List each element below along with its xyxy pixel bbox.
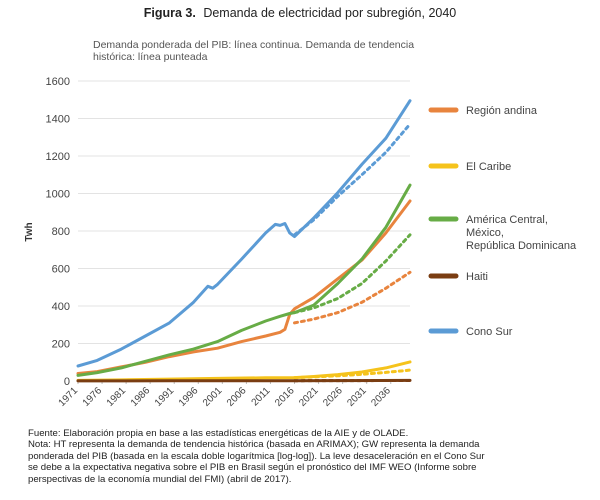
- y-tick-label: 1200: [46, 151, 70, 163]
- y-tick-label: 200: [52, 339, 70, 351]
- legend-label-line: Haiti: [466, 271, 488, 283]
- y-tick-label: 1000: [46, 189, 70, 201]
- x-tick-label: 1976: [81, 385, 105, 409]
- series-lines: [76, 99, 412, 383]
- x-tick-label: 2001: [201, 385, 225, 409]
- footnote-line: se debe a la expectativa negativa sobre …: [28, 462, 477, 474]
- footnote-source: Fuente: Elaboración propia en base a las…: [28, 428, 409, 439]
- x-tick-label: 2031: [345, 385, 369, 409]
- y-tick-label: 0: [64, 376, 70, 388]
- chart-subtitle-line-2: histórica: línea punteada: [93, 51, 208, 63]
- y-tick-label: 800: [52, 226, 70, 238]
- x-tick-label: 1971: [57, 385, 81, 409]
- chart-title-text: Demanda de electricidad por subregión, 2…: [203, 6, 456, 20]
- legend-label-line: México,: [466, 227, 504, 239]
- legend-label: Cono Sur: [466, 326, 513, 338]
- x-tick-label: 1991: [153, 385, 177, 409]
- series-line: [76, 183, 412, 377]
- legend-label-line: Región andina: [466, 105, 538, 117]
- series-line: [76, 99, 412, 368]
- y-tick-label: 1600: [46, 76, 70, 88]
- x-tick-label: 2026: [321, 385, 345, 409]
- gridlines: [77, 80, 410, 384]
- y-tick-label: 400: [52, 301, 70, 313]
- chart-subtitle-line-1: Demanda ponderada del PIB: línea continu…: [93, 39, 414, 51]
- legend-label: América Central, México, República Dominic…: [466, 214, 577, 252]
- footnote-line: Nota: HT representa la demanda de tenden…: [28, 439, 480, 451]
- series-line: [76, 199, 412, 375]
- legend: Región andina El Caribe América Central, Mé…: [428, 105, 577, 338]
- x-tick-label: 2006: [225, 385, 249, 409]
- x-tick-label: 2011: [250, 385, 273, 408]
- legend-label-line: Cono Sur: [466, 326, 513, 338]
- legend-label-line: El Caribe: [466, 161, 511, 173]
- y-axis-label: Twh: [24, 222, 35, 241]
- series-trend-line: [293, 270, 412, 325]
- legend-label-line: América Central,: [466, 214, 548, 226]
- x-tick-label: 2036: [369, 385, 393, 409]
- y-tick-label: 1400: [46, 114, 70, 126]
- x-tick-label: 1981: [105, 385, 129, 409]
- legend-label: Haiti: [466, 271, 488, 283]
- y-tick-label: 600: [52, 264, 70, 276]
- y-tick-labels: 0 200 400 600 800 1000 1200 1400 1600: [46, 76, 70, 388]
- legend-label: Región andina: [466, 105, 538, 117]
- x-tick-label: 1986: [129, 385, 153, 409]
- x-tick-label: 2016: [273, 385, 297, 409]
- legend-label: El Caribe: [466, 161, 511, 173]
- x-tick-label: 1996: [177, 385, 201, 409]
- series-line: [76, 378, 412, 383]
- electricity-demand-chart: Figura 3. Demanda de electricidad por su…: [24, 6, 577, 409]
- footnote: Fuente: Elaboración propia en base a las…: [28, 428, 588, 485]
- x-tick-labels: 1971 1976 1981 1986 1991 1996 2001 2006 2011 2016…: [57, 385, 394, 409]
- chart-title-prefix: Figura 3.: [144, 6, 196, 20]
- series-trend-line: [293, 233, 412, 315]
- chart-title: Figura 3. Demanda de electricidad por su…: [144, 6, 457, 20]
- footnote-line: ponderada del PIB (basada en la escala d…: [28, 450, 485, 462]
- x-tick-label: 2021: [297, 385, 321, 409]
- footnote-line: perspectivas de la economía mundial del …: [28, 473, 292, 485]
- legend-label-line: República Dominicana: [466, 240, 577, 252]
